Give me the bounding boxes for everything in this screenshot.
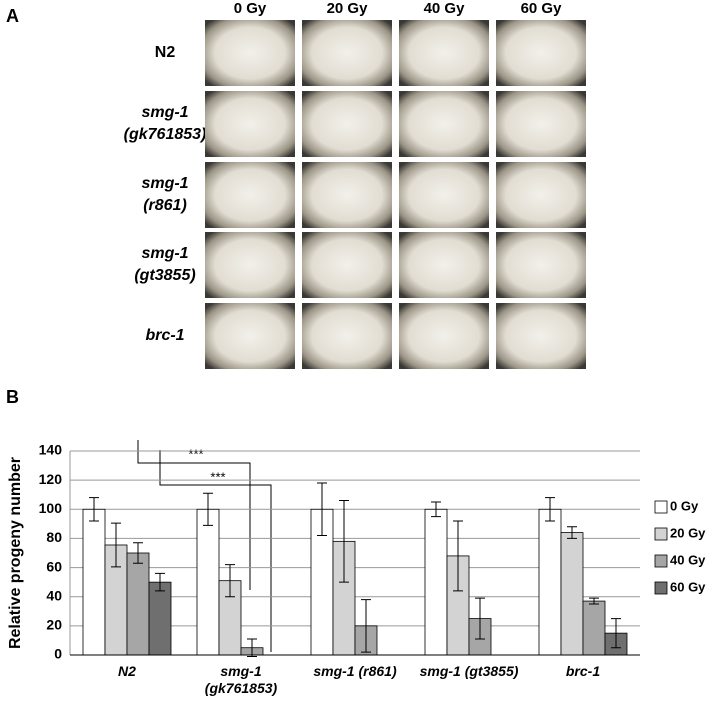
error-bar bbox=[317, 482, 327, 537]
error-bar bbox=[431, 501, 441, 518]
micrograph bbox=[205, 232, 295, 298]
micrograph bbox=[302, 303, 392, 369]
micrograph bbox=[302, 162, 392, 228]
micrograph bbox=[302, 91, 392, 157]
bar bbox=[126, 552, 150, 656]
error-bar bbox=[111, 522, 121, 568]
error-bar bbox=[247, 638, 257, 657]
error-bar bbox=[589, 597, 599, 605]
micrograph bbox=[496, 303, 586, 369]
micrograph bbox=[302, 232, 392, 298]
error-bar bbox=[225, 564, 235, 598]
legend-swatch bbox=[654, 554, 668, 568]
bar bbox=[196, 508, 220, 656]
significance-label: *** bbox=[188, 446, 203, 461]
column-header: 20 Gy bbox=[327, 0, 369, 17]
legend-label: 20 Gy bbox=[670, 525, 706, 540]
error-bar bbox=[611, 618, 621, 649]
x-tick-label: N2 bbox=[118, 663, 136, 679]
micrograph bbox=[399, 91, 489, 157]
row-label: smg-1 bbox=[141, 245, 188, 262]
panel-label: A bbox=[6, 6, 19, 26]
error-bar bbox=[155, 572, 165, 592]
panel-label: B bbox=[6, 387, 19, 407]
legend-label: 60 Gy bbox=[670, 579, 706, 594]
row-label: N2 bbox=[155, 44, 176, 61]
row-label: (gk761853) bbox=[124, 126, 207, 143]
column-header: 0 Gy bbox=[234, 0, 267, 17]
column-header: 60 Gy bbox=[521, 0, 563, 17]
y-tick-label: 20 bbox=[46, 617, 62, 633]
bar bbox=[582, 600, 606, 656]
error-bar bbox=[453, 520, 463, 592]
row-label: brc-1 bbox=[145, 327, 184, 344]
y-tick-label: 120 bbox=[39, 471, 63, 487]
bar bbox=[560, 532, 584, 656]
micrograph bbox=[496, 20, 586, 86]
row-label: (r861) bbox=[143, 197, 187, 214]
error-bar bbox=[545, 497, 555, 522]
x-tick-label: smg-1 (gk761853) bbox=[204, 663, 278, 696]
error-bar bbox=[89, 497, 99, 522]
x-tick-label: brc-1 bbox=[565, 663, 601, 679]
micrograph bbox=[399, 232, 489, 298]
error-bar bbox=[475, 597, 485, 640]
x-tick-label: smg-1 (gt3855) bbox=[419, 663, 519, 679]
row-label: smg-1 bbox=[141, 104, 188, 121]
legend-label: 40 Gy bbox=[670, 552, 706, 567]
micrograph bbox=[302, 20, 392, 86]
column-header: 40 Gy bbox=[424, 0, 466, 17]
micrograph bbox=[205, 303, 295, 369]
error-bar bbox=[339, 500, 349, 583]
micrograph bbox=[399, 162, 489, 228]
micrograph bbox=[399, 303, 489, 369]
legend-swatch bbox=[654, 500, 668, 514]
y-tick-label: 100 bbox=[39, 500, 63, 516]
y-tick-label: 60 bbox=[46, 558, 62, 574]
error-bar bbox=[133, 542, 143, 564]
micrograph bbox=[399, 20, 489, 86]
x-tick-label: smg-1 (r861) bbox=[313, 663, 397, 679]
legend-swatch bbox=[654, 527, 668, 541]
row-label: (gt3855) bbox=[134, 267, 195, 284]
y-tick-label: 80 bbox=[46, 529, 62, 545]
micrograph bbox=[205, 162, 295, 228]
row-label: smg-1 bbox=[141, 175, 188, 192]
bar bbox=[148, 581, 172, 656]
bar bbox=[424, 508, 448, 656]
y-tick-label: 140 bbox=[39, 442, 63, 458]
micrograph bbox=[496, 232, 586, 298]
micrograph bbox=[496, 162, 586, 228]
micrograph bbox=[205, 91, 295, 157]
legend-swatch bbox=[654, 581, 668, 595]
legend-label: 0 Gy bbox=[670, 498, 699, 513]
significance-label: *** bbox=[210, 469, 225, 484]
bar bbox=[538, 508, 562, 656]
micrograph bbox=[205, 20, 295, 86]
micrograph bbox=[496, 91, 586, 157]
bar bbox=[82, 508, 106, 656]
error-bar bbox=[361, 599, 371, 653]
y-tick-label: 40 bbox=[46, 587, 62, 603]
error-bar bbox=[203, 492, 213, 526]
y-tick-label: 0 bbox=[54, 646, 62, 662]
error-bar bbox=[567, 526, 577, 539]
y-axis-label: Relative progeny number bbox=[7, 457, 24, 649]
